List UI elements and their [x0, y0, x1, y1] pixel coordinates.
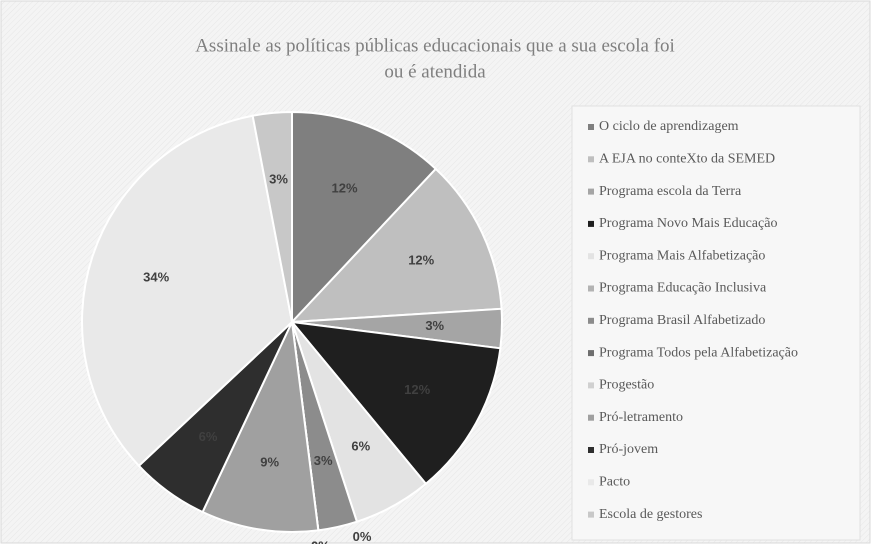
data-label: 34% [143, 269, 169, 284]
legend-label: Programa Brasil Alfabetizado [599, 313, 765, 328]
legend-label: Pacto [599, 475, 630, 490]
legend-box [571, 105, 861, 541]
data-label: 3% [269, 171, 288, 186]
data-label: 3% [314, 453, 333, 468]
data-label: 12% [404, 382, 430, 397]
pie-slice [289, 167, 503, 324]
pie-slice [251, 110, 293, 323]
legend-swatch [588, 414, 594, 421]
legend-swatch [588, 220, 594, 227]
data-label: 0% [311, 538, 330, 544]
legend-swatch [588, 382, 594, 389]
data-label: 0% [353, 529, 372, 544]
chart-title: Assinale as políticas públicas educacion… [195, 35, 675, 56]
data-label: 9% [260, 454, 279, 469]
legend-swatch [588, 447, 594, 453]
legend-label: Programa Mais Alfabetização [599, 248, 765, 263]
chart-title: ou é atendida [384, 61, 486, 82]
legend-swatch [588, 124, 594, 130]
data-label: 12% [408, 253, 434, 268]
legend-label: Programa Novo Mais Educação [599, 216, 777, 231]
pie-slice [201, 318, 320, 533]
legend-label: Pró-letramento [599, 410, 683, 425]
legend: O ciclo de aprendizagem A EJA no conteXto… [588, 119, 798, 522]
data-label: 12% [332, 181, 358, 196]
legend-swatch [588, 350, 594, 357]
legend-swatch [588, 285, 594, 292]
legend-label: Pró-jovem [599, 442, 658, 457]
data-label: 0% [311, 538, 330, 544]
legend-label: Escola de gestores [599, 507, 702, 522]
pie-slice [289, 320, 502, 486]
data-label: 6% [199, 429, 218, 444]
legend-swatch [588, 479, 594, 486]
legend-label: Programa escola da Terra [599, 184, 742, 199]
legend-swatch [588, 317, 594, 324]
legend-swatch [588, 188, 594, 195]
pie-slice [81, 114, 294, 468]
legend-swatch [588, 511, 594, 518]
legend-label: O ciclo de aprendizagem [599, 119, 739, 134]
legend-swatch [588, 156, 594, 163]
legend-label: Programa Educação Inclusiva [599, 281, 767, 296]
legend-swatch [588, 253, 594, 260]
pie-slice [291, 110, 438, 325]
legend-label: Progestão [599, 378, 654, 393]
data-label: 6% [351, 439, 370, 454]
legend-label: Programa Todos pela Alfabetização [599, 345, 798, 360]
data-label: 3% [425, 318, 444, 333]
legend-label: A EJA no conteXto da SEMED [599, 152, 775, 167]
pie: 12%12%3%12%6%0%3%0%0%9%6%34%3% [81, 110, 503, 544]
